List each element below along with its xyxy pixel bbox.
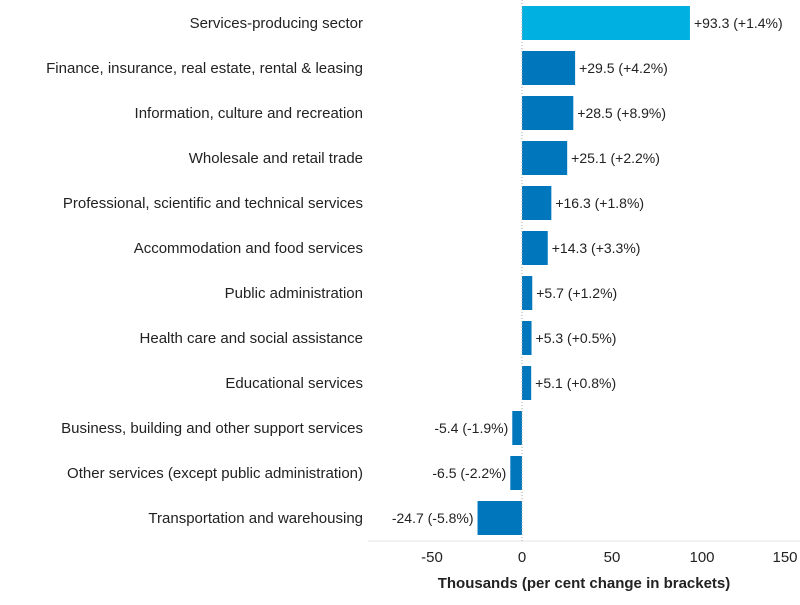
category-label: Services-producing sector [190,15,363,32]
category-label: Wholesale and retail trade [189,150,363,167]
category-label: Public administration [225,285,363,302]
data-label: +25.1 (+2.2%) [571,150,660,166]
x-axis-title: Thousands (per cent change in brackets) [438,575,731,592]
data-label: -24.7 (-5.8%) [392,510,474,526]
data-label: -5.4 (-1.9%) [434,420,508,436]
data-label: +16.3 (+1.8%) [555,195,644,211]
category-label: Educational services [225,375,363,392]
data-label: +5.1 (+0.8%) [535,375,616,391]
bar [522,186,552,220]
bar [522,141,568,175]
x-tick-label: 100 [689,549,714,566]
bar [522,231,548,265]
data-label: +29.5 (+4.2%) [579,60,668,76]
bar [522,51,576,85]
data-label: +28.5 (+8.9%) [577,105,666,121]
data-label: +93.3 (+1.4%) [694,15,783,31]
bar [522,366,532,400]
data-label: +14.3 (+3.3%) [552,240,641,256]
bar [522,96,574,130]
bar [522,321,532,355]
data-label: +5.3 (+0.5%) [536,330,617,346]
bar [477,501,522,535]
bar [522,276,533,310]
category-label: Professional, scientific and technical s… [63,195,363,212]
category-label: Information, culture and recreation [135,105,363,122]
category-label: Accommodation and food services [134,240,363,257]
bar [512,411,522,445]
category-label: Finance, insurance, real estate, rental … [46,60,363,77]
data-label: +5.7 (+1.2%) [536,285,617,301]
category-label: Health care and social assistance [140,330,363,347]
x-tick-label: 0 [518,549,526,566]
bar [522,6,690,40]
data-label: -6.5 (-2.2%) [432,465,506,481]
x-tick-label: -50 [421,549,443,566]
category-label: Business, building and other support ser… [61,420,363,437]
bar [510,456,522,490]
x-tick-label: 50 [604,549,621,566]
x-tick-label: 150 [772,549,797,566]
category-label: Transportation and warehousing [148,510,363,527]
category-label: Other services (except public administra… [67,465,363,482]
